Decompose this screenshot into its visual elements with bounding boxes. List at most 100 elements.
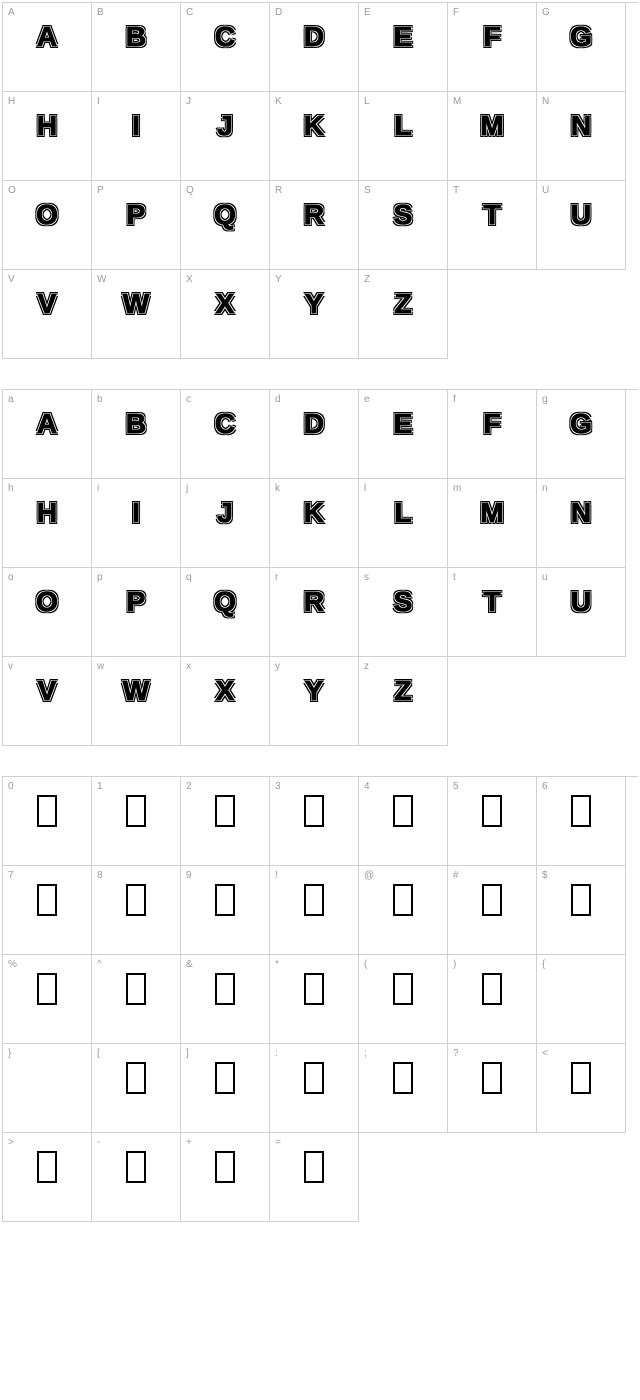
charmap-cell: 3 (270, 777, 359, 866)
charmap-cell: 0 (3, 777, 92, 866)
cell-label: 2 (186, 781, 192, 792)
cell-label: T (453, 185, 459, 196)
cell-label: 5 (453, 781, 459, 792)
charmap-cell: : (270, 1044, 359, 1133)
charmap-cell: HH (3, 92, 92, 181)
cell-label: m (453, 483, 461, 494)
cell-label: b (97, 394, 103, 405)
cell-label: p (97, 572, 103, 583)
charmap-cell: iI (92, 479, 181, 568)
cell-label: r (275, 572, 278, 583)
cell-label: K (275, 96, 282, 107)
glyph-letter: D (304, 21, 324, 53)
charmap-cell: QQ (181, 181, 270, 270)
cell-label: ; (364, 1048, 367, 1059)
charmap-cell: ] (181, 1044, 270, 1133)
charmap-cell: xX (181, 657, 270, 746)
glyph-letter: B (126, 21, 146, 53)
charmap-cell: rR (270, 568, 359, 657)
glyph-letter: I (132, 497, 140, 529)
charmap-cell: nN (537, 479, 626, 568)
charmap-cell: 1 (92, 777, 181, 866)
glyph-letter: J (217, 497, 233, 529)
charmap-cell: NN (537, 92, 626, 181)
charmap-cell: oO (3, 568, 92, 657)
charmap-cell: } (3, 1044, 92, 1133)
cell-label: k (275, 483, 280, 494)
charmap-cell: + (181, 1133, 270, 1222)
glyph-letter: B (126, 408, 146, 440)
glyph-missing-box (37, 795, 57, 827)
glyph-missing-box (37, 973, 57, 1005)
charmap-cell: KK (270, 92, 359, 181)
glyph-letter: Y (305, 288, 324, 320)
charmap-cell: mM (448, 479, 537, 568)
glyph-missing-box (37, 884, 57, 916)
charmap-cell: EE (359, 3, 448, 92)
charmap-section-1: aAbBcCdDeEfFgGhHiIjJkKlLmMnNoOpPqQrRsStT… (2, 389, 638, 746)
glyph-letter: H (37, 497, 57, 529)
glyph-letter: R (304, 586, 324, 618)
cell-label: h (8, 483, 14, 494)
glyph-missing-box (215, 1062, 235, 1094)
glyph-letter: U (571, 199, 591, 231)
charmap-cell: ) (448, 955, 537, 1044)
cell-label: n (542, 483, 548, 494)
glyph-letter: F (483, 21, 500, 53)
charmap-cell: TT (448, 181, 537, 270)
charmap-cell: > (3, 1133, 92, 1222)
charmap-cell: JJ (181, 92, 270, 181)
charmap-cell: $ (537, 866, 626, 955)
charmap-cell: ^ (92, 955, 181, 1044)
cell-label: U (542, 185, 549, 196)
cell-label: Z (364, 274, 370, 285)
charmap-cell: ! (270, 866, 359, 955)
charmap-cell: zZ (359, 657, 448, 746)
cell-label: 9 (186, 870, 192, 881)
charmap-cell: gG (537, 390, 626, 479)
charmap-cell: 4 (359, 777, 448, 866)
charmap-cell: PP (92, 181, 181, 270)
glyph-missing-box (37, 1151, 57, 1183)
charmap-cell: < (537, 1044, 626, 1133)
cell-label: ? (453, 1048, 459, 1059)
glyph-letter: L (394, 497, 411, 529)
glyph-letter: V (38, 288, 57, 320)
glyph-letter: F (483, 408, 500, 440)
charmap-cell: DD (270, 3, 359, 92)
charmap-section-2: 0123456789!@#$%^&*(){}[]:;?<>-+= (2, 776, 638, 1222)
cell-label: q (186, 572, 192, 583)
cell-label: [ (97, 1048, 100, 1059)
glyph-missing-box (304, 795, 324, 827)
glyph-missing-box (571, 1062, 591, 1094)
charmap-cell: ZZ (359, 270, 448, 359)
cell-label: d (275, 394, 281, 405)
cell-label: J (186, 96, 191, 107)
cell-label: L (364, 96, 370, 107)
glyph-letter: U (571, 586, 591, 618)
cell-label: g (542, 394, 548, 405)
cell-label: c (186, 394, 191, 405)
charmap-cell: { (537, 955, 626, 1044)
cell-label: < (542, 1048, 548, 1059)
cell-label: ) (453, 959, 456, 970)
cell-label: - (97, 1137, 100, 1148)
glyph-letter: A (37, 21, 57, 53)
glyph-missing-box (126, 795, 146, 827)
glyph-letter: X (216, 288, 235, 320)
cell-label: i (97, 483, 99, 494)
glyph-missing-box (304, 973, 324, 1005)
glyph-letter: E (394, 408, 413, 440)
glyph-letter: N (571, 110, 591, 142)
cell-label: a (8, 394, 14, 405)
charmap-cell: fF (448, 390, 537, 479)
glyph-letter: K (304, 497, 324, 529)
charmap-cell: % (3, 955, 92, 1044)
cell-label: % (8, 959, 17, 970)
cell-label: x (186, 661, 191, 672)
charmap-cell: - (92, 1133, 181, 1222)
glyph-letter: M (480, 497, 503, 529)
cell-label: * (275, 959, 279, 970)
cell-label: # (453, 870, 459, 881)
cell-label: W (97, 274, 106, 285)
